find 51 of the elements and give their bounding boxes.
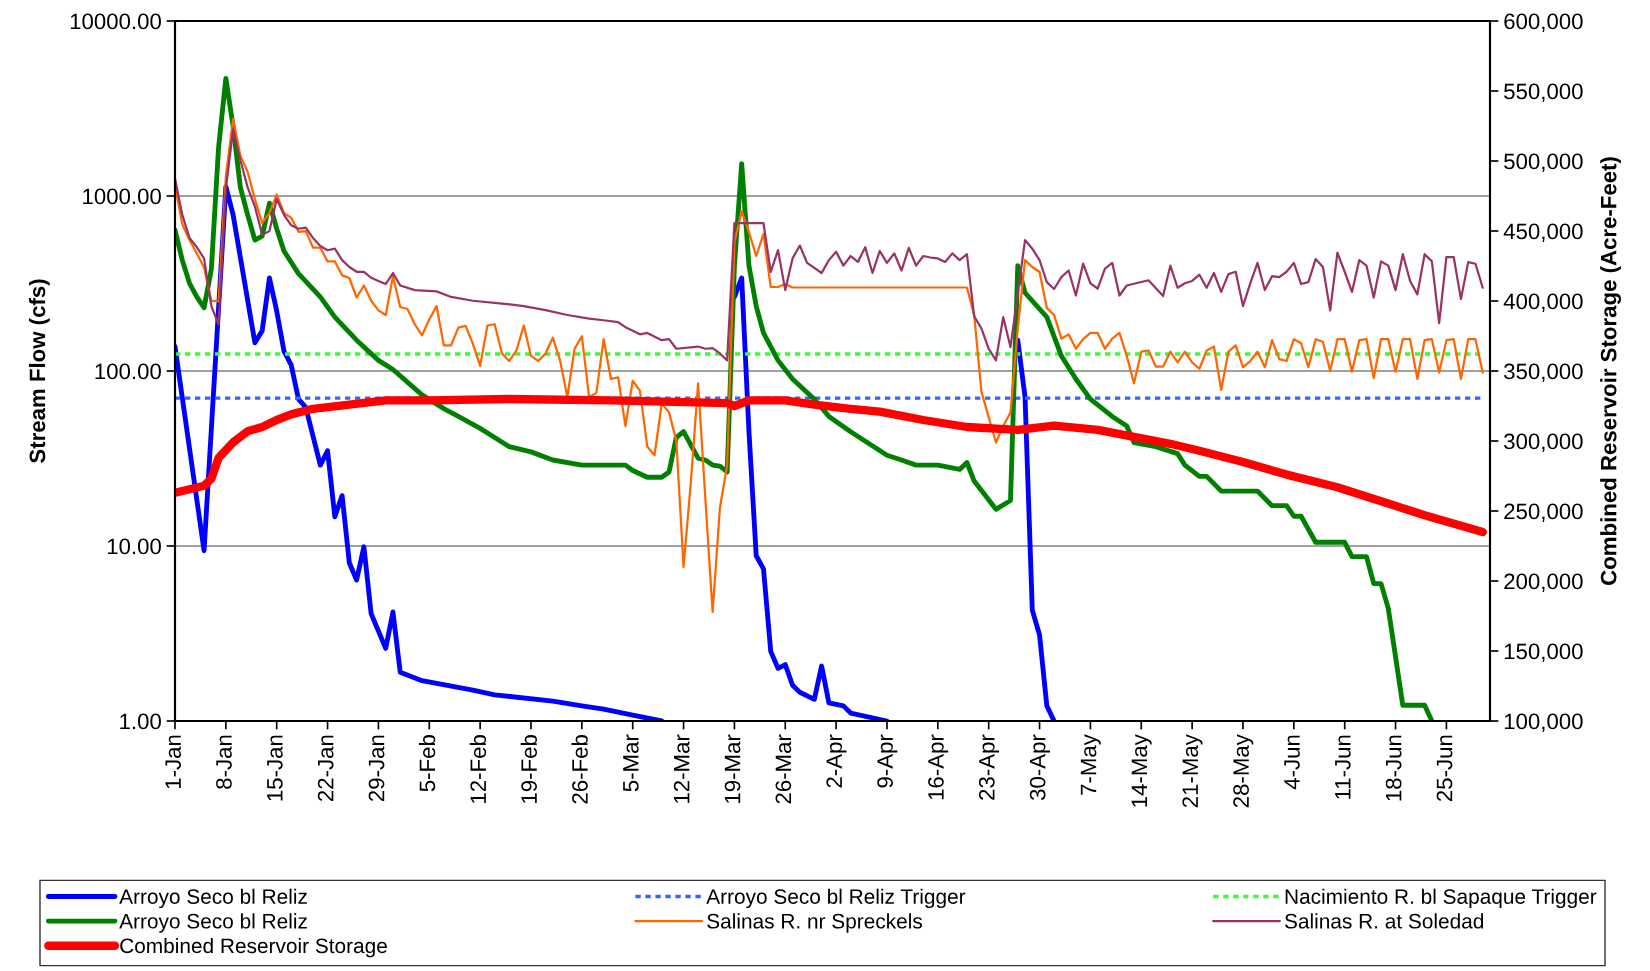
legend-label: Salinas R. at Soledad (1284, 913, 1484, 929)
y2-tick-label: 150,000 (1504, 643, 1583, 662)
legend-label: Arroyo Seco bl Reliz Trigger (706, 888, 966, 909)
x-tick-label: 15-Jan (267, 735, 283, 801)
x-tick-label: 1-Jan (165, 735, 181, 789)
y-tick-label: 1000.00 (83, 188, 161, 205)
y2-tick-label: 100,000 (1504, 713, 1583, 732)
y-tick-label: 100.00 (95, 363, 161, 380)
x-tick-label: 5-Mar (623, 734, 639, 792)
legend-label: Arroyo Seco bl Reliz (119, 888, 307, 909)
legend-label: Arroyo Seco bl Reliz (119, 913, 307, 933)
x-tick-label: 30-Apr (1029, 734, 1050, 801)
x-tick-label: 23-Apr (978, 734, 1000, 800)
y2-tick-label: 450,000 (1503, 223, 1583, 242)
x-tick-label: 5-Feb (418, 735, 436, 792)
x-tick-label: 7-May (1080, 734, 1101, 795)
y-tick-label: 10000.00 (70, 13, 161, 30)
x-tick-label: 9-Apr (877, 734, 898, 788)
y2-tick-label: 550,000 (1504, 83, 1583, 102)
y2-axis-title: Combined Reservoir Storage (Acre-Feet) (1600, 157, 1621, 585)
y2-tick-label: 600,000 (1504, 13, 1583, 32)
y2-tick-label: 350,000 (1504, 363, 1583, 382)
y-tick-label: 10.00 (107, 538, 161, 555)
x-tick-label: 2-Apr (826, 734, 847, 788)
legend-label: Nacimiento R. bl Sapaque Trigger (1285, 888, 1597, 909)
y2-tick-label: 300,000 (1504, 433, 1583, 452)
x-tick-label: 8-Jan (216, 735, 232, 789)
x-tick-label: 4-Jun (1284, 735, 1300, 790)
x-tick-label: 29-Jan (368, 735, 385, 802)
y-tick-label: 1.00 (120, 713, 161, 730)
y2-tick-label: 500,000 (1504, 153, 1583, 172)
x-tick-label: 12-Feb (469, 735, 487, 803)
x-tick-label: 12-Mar (673, 734, 690, 803)
x-tick-label: 14-May (1131, 734, 1152, 807)
y2-tick-label: 400,000 (1503, 293, 1583, 312)
y2-tick-label: 250,000 (1504, 503, 1583, 522)
y2-tick-label: 200,000 (1504, 573, 1583, 592)
x-tick-label: 16-Apr (928, 734, 949, 800)
x-tick-label: 28-May (1233, 734, 1254, 808)
x-tick-label: 22-Jan (317, 735, 334, 802)
x-tick-label: 26-Mar (775, 734, 792, 804)
legend-label: Salinas R. nr Spreckels (707, 913, 922, 933)
x-tick-label: 19-Mar (724, 734, 741, 803)
x-tick-label: 26-Feb (571, 735, 588, 804)
x-tick-label: 19-Feb (520, 735, 537, 803)
legend-label: Combined Reservoir Storage (120, 937, 387, 958)
x-tick-label: 18-Jun (1385, 735, 1402, 801)
y-axis-title: Stream Flow (cfs) (28, 279, 50, 463)
x-tick-label: 11-Jun (1335, 735, 1351, 799)
x-tick-label: 25-Jun (1436, 735, 1453, 802)
x-tick-label: 21-May (1182, 734, 1203, 808)
